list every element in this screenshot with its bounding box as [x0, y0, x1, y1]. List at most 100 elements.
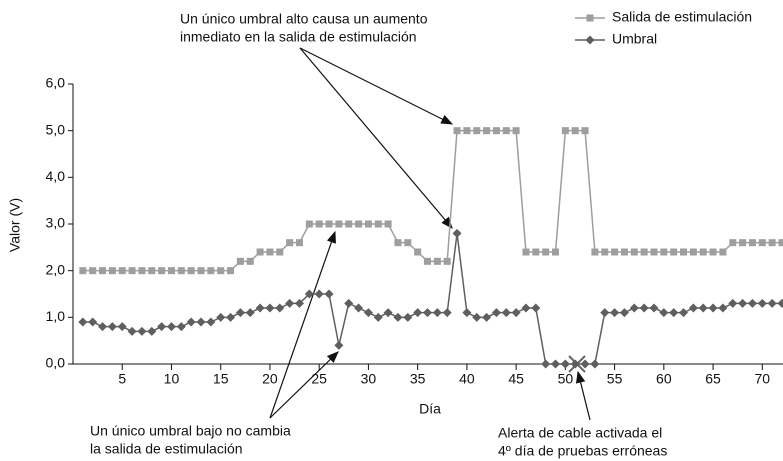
point: [236, 257, 244, 265]
point: [491, 308, 501, 318]
point: [79, 267, 87, 275]
point: [166, 322, 176, 332]
point: [305, 220, 313, 228]
point: [216, 312, 226, 322]
x-tick-label: 45: [508, 371, 524, 387]
point: [541, 359, 551, 369]
point: [473, 127, 481, 135]
point: [708, 303, 718, 313]
point: [148, 267, 156, 275]
point: [709, 248, 717, 256]
point: [629, 303, 639, 313]
point: [206, 317, 216, 327]
point: [659, 308, 669, 318]
y-tick-label: 1,0: [46, 308, 66, 324]
point: [255, 303, 265, 313]
point: [649, 303, 659, 313]
point: [197, 267, 205, 275]
point: [99, 267, 107, 275]
point: [483, 127, 491, 135]
x-tick-label: 15: [213, 371, 229, 387]
x-tick-label: 40: [459, 371, 475, 387]
point: [610, 308, 620, 318]
point: [344, 298, 354, 308]
x-tick-label: 65: [705, 371, 721, 387]
annotation: Alerta de cable activada el: [498, 425, 662, 441]
point: [729, 239, 737, 247]
point: [295, 239, 303, 247]
point: [433, 257, 441, 265]
point: [580, 359, 590, 369]
point: [414, 248, 422, 256]
point: [167, 267, 175, 275]
point: [187, 267, 195, 275]
point: [611, 248, 619, 256]
point: [354, 303, 364, 313]
y-axis-label: Valor (V): [7, 198, 23, 252]
point: [98, 322, 108, 332]
point: [363, 308, 373, 318]
point: [345, 220, 353, 228]
point: [324, 289, 334, 299]
point: [738, 298, 748, 308]
point: [177, 267, 185, 275]
point: [581, 127, 589, 135]
point: [265, 303, 275, 313]
point: [748, 239, 756, 247]
point: [158, 267, 166, 275]
point: [551, 359, 561, 369]
y-tick-label: 4,0: [46, 168, 66, 184]
point: [482, 312, 492, 322]
point: [217, 267, 225, 275]
point: [522, 248, 530, 256]
point: [88, 317, 98, 327]
point: [275, 303, 285, 313]
point: [521, 303, 531, 313]
point: [285, 298, 295, 308]
point: [531, 303, 541, 313]
point: [315, 220, 323, 228]
legend-marker: [585, 35, 595, 45]
point: [207, 267, 215, 275]
point: [600, 308, 610, 318]
point: [413, 308, 423, 318]
annotation-arrows: [269, 47, 591, 421]
point: [689, 248, 697, 256]
point: [768, 239, 776, 247]
point: [246, 257, 254, 265]
point: [758, 239, 766, 247]
point: [443, 257, 451, 265]
point: [463, 127, 471, 135]
point: [404, 239, 412, 247]
x-tick-label: 55: [607, 371, 623, 387]
point: [718, 303, 728, 313]
point: [137, 326, 147, 336]
x-tick-label: 30: [361, 371, 377, 387]
point: [552, 248, 560, 256]
point: [235, 308, 245, 318]
point: [89, 267, 97, 275]
point: [424, 257, 431, 265]
point: [739, 239, 747, 247]
point: [266, 248, 274, 256]
point: [127, 326, 137, 336]
point: [334, 340, 344, 350]
legend-marker: [586, 14, 594, 22]
point: [374, 220, 382, 228]
point: [118, 267, 126, 275]
x-tick-label: 25: [311, 371, 327, 387]
point: [640, 248, 648, 256]
point: [373, 312, 383, 322]
point: [147, 326, 157, 336]
point: [117, 322, 127, 332]
point: [669, 308, 679, 318]
point: [226, 312, 236, 322]
point: [108, 267, 116, 275]
y-tick-label: 6,0: [46, 75, 66, 91]
point: [591, 248, 599, 256]
point: [511, 308, 521, 318]
point: [639, 303, 649, 313]
point: [355, 220, 363, 228]
point: [325, 220, 333, 228]
point: [492, 127, 500, 135]
